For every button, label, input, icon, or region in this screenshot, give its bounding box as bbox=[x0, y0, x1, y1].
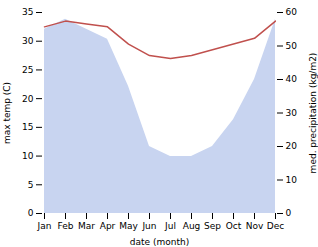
svg-text:30: 30 bbox=[22, 36, 34, 46]
svg-text:date (month): date (month) bbox=[130, 237, 189, 247]
svg-text:Dec: Dec bbox=[267, 221, 284, 231]
svg-text:Jan: Jan bbox=[37, 221, 52, 231]
svg-text:Sep: Sep bbox=[204, 221, 221, 231]
svg-text:med. precipitation (kg/m2): med. precipitation (kg/m2) bbox=[308, 53, 318, 174]
svg-text:Jul: Jul bbox=[164, 221, 176, 231]
svg-text:10: 10 bbox=[286, 175, 298, 185]
svg-text:15: 15 bbox=[22, 122, 33, 132]
svg-text:Mar: Mar bbox=[78, 221, 95, 231]
svg-text:May: May bbox=[119, 221, 138, 231]
svg-text:Nov: Nov bbox=[246, 221, 264, 231]
svg-text:60: 60 bbox=[286, 7, 298, 17]
svg-text:30: 30 bbox=[286, 108, 298, 118]
svg-text:Jun: Jun bbox=[141, 221, 156, 231]
svg-text:0: 0 bbox=[28, 208, 34, 218]
svg-text:0: 0 bbox=[286, 208, 292, 218]
svg-text:Apr: Apr bbox=[100, 221, 116, 231]
svg-text:Oct: Oct bbox=[226, 221, 242, 231]
svg-text:20: 20 bbox=[22, 94, 34, 104]
svg-text:Feb: Feb bbox=[58, 221, 74, 231]
svg-text:10: 10 bbox=[22, 151, 34, 161]
svg-text:40: 40 bbox=[286, 74, 298, 84]
svg-text:50: 50 bbox=[286, 41, 298, 51]
svg-text:35: 35 bbox=[22, 7, 33, 17]
svg-text:20: 20 bbox=[286, 141, 298, 151]
svg-text:5: 5 bbox=[28, 180, 34, 190]
svg-text:max temp (C): max temp (C) bbox=[2, 82, 12, 144]
svg-text:25: 25 bbox=[22, 65, 33, 75]
svg-text:Aug: Aug bbox=[183, 221, 201, 231]
